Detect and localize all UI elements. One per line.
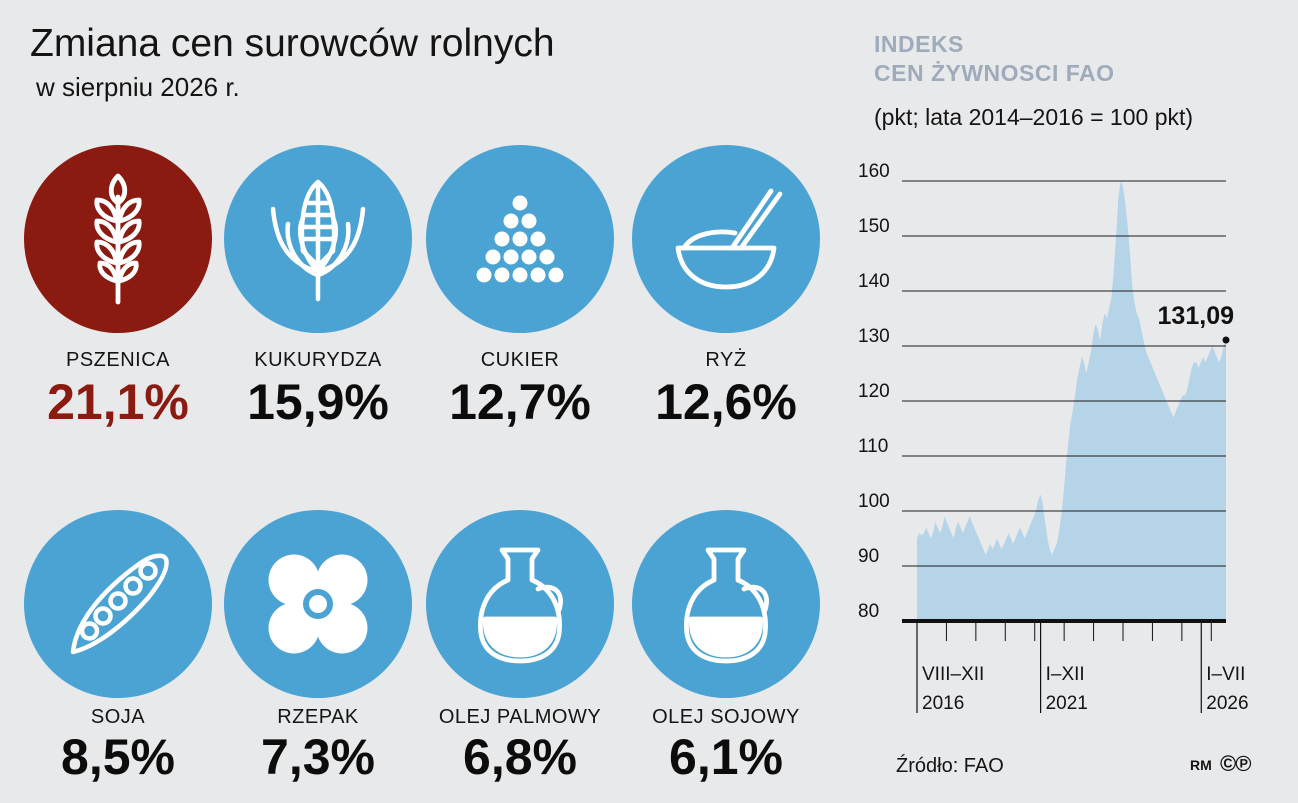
commodity-tile-kukurydza: KUKURYDZA 15,9% bbox=[218, 145, 418, 430]
commodity-tile-olej-sojowy: OLEJ SOJOWY 6,1% bbox=[626, 510, 826, 785]
chart-title-line2: CEN ŻYWNOSCI FAO bbox=[874, 60, 1115, 86]
x-period-label: 2021 bbox=[1046, 693, 1088, 714]
commodity-value: 7,3% bbox=[261, 729, 375, 785]
commodity-label: RZEPAK bbox=[277, 706, 359, 728]
x-period-label: VIII–XII bbox=[922, 664, 984, 685]
y-tick-label: 110 bbox=[858, 436, 888, 457]
wheat-icon bbox=[24, 145, 212, 333]
chart-title-line1: INDEKS bbox=[874, 31, 964, 57]
x-period-label: 2016 bbox=[922, 693, 964, 714]
y-tick-label: 80 bbox=[858, 601, 879, 622]
sugar-icon bbox=[426, 145, 614, 333]
y-tick-label: 140 bbox=[858, 271, 890, 292]
commodity-label: SOJA bbox=[90, 706, 146, 728]
commodity-value: 8,5% bbox=[61, 729, 175, 785]
commodity-value: 6,1% bbox=[669, 729, 783, 785]
y-tick-label: 130 bbox=[858, 326, 890, 347]
y-tick-label: 160 bbox=[858, 161, 890, 182]
copyright-mark: ©℗ bbox=[1220, 751, 1251, 776]
oil-jug-icon bbox=[426, 510, 614, 698]
source-note: Źródło: FAO bbox=[896, 755, 1004, 777]
chart-unit-label: (pkt; lata 2014–2016 = 100 pkt) bbox=[874, 104, 1194, 130]
commodity-value: 12,7% bbox=[449, 374, 591, 430]
corn-icon bbox=[224, 145, 412, 333]
y-tick-label: 90 bbox=[858, 546, 879, 567]
commodity-tile-ryz: RYŻ 12,6% bbox=[626, 145, 826, 430]
commodity-value: 12,6% bbox=[655, 374, 797, 430]
rice-bowl-icon bbox=[632, 145, 820, 333]
y-tick-label: 150 bbox=[858, 216, 890, 237]
commodity-label: OLEJ SOJOWY bbox=[652, 706, 800, 728]
commodity-label: OLEJ PALMOWY bbox=[438, 706, 602, 728]
commodity-tile-pszenica: PSZENICA 21,1% bbox=[18, 145, 218, 430]
soy-pod-icon bbox=[24, 510, 212, 698]
page-title: Zmiana cen surowców rolnych bbox=[30, 22, 555, 65]
commodity-tile-olej-palmowy: OLEJ PALMOWY 6,8% bbox=[420, 510, 620, 785]
last-value-label: 131,09 bbox=[1158, 302, 1234, 330]
x-period-label: I–VII bbox=[1206, 664, 1245, 685]
commodity-label: CUKIER bbox=[480, 349, 560, 371]
fao-index-chart: 80 90 100 110 120 130 140 150 160 VIII–XII 2016 I–X… bbox=[858, 161, 1249, 714]
rapeseed-flower-icon bbox=[224, 510, 412, 698]
y-tick-label: 100 bbox=[858, 491, 890, 512]
commodity-label: PSZENICA bbox=[65, 349, 171, 371]
x-period-label: 2026 bbox=[1206, 693, 1248, 714]
page-subtitle: w sierpniu 2026 r. bbox=[36, 72, 240, 102]
y-tick-label: 120 bbox=[858, 381, 890, 402]
oil-jug-icon bbox=[632, 510, 820, 698]
commodity-value: 6,8% bbox=[463, 729, 577, 785]
commodity-value: 15,9% bbox=[247, 374, 389, 430]
x-period-label: I–XII bbox=[1046, 664, 1085, 685]
commodity-tile-soja: SOJA 8,5% bbox=[18, 510, 218, 785]
commodity-label: KUKURYDZA bbox=[254, 349, 382, 371]
commodity-value: 21,1% bbox=[47, 374, 189, 430]
chart-title: INDEKS CEN ŻYWNOSCI FAO bbox=[874, 30, 1115, 88]
commodity-label: RYŻ bbox=[705, 349, 747, 371]
last-value-point bbox=[1222, 336, 1230, 344]
commodity-tile-rzepak: RZEPAK 7,3% bbox=[218, 510, 418, 785]
agency-label: RM bbox=[1190, 757, 1212, 773]
commodity-tile-cukier: CUKIER 12,7% bbox=[420, 145, 620, 430]
